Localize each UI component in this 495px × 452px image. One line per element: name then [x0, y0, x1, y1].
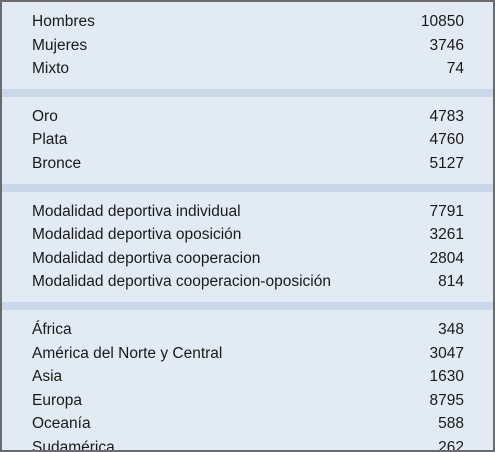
row-label: Oceanía	[32, 415, 91, 433]
row-group: África 348 América del Norte y Central 3047…	[2, 310, 493, 452]
row-value: 4783	[429, 107, 464, 125]
row-label: Bronce	[32, 154, 82, 172]
row-value: 10850	[420, 13, 464, 30]
table-row: Asia 1630	[2, 365, 493, 389]
row-value: 1630	[429, 368, 464, 386]
table-row: Modalidad deportiva cooperacion-oposició…	[2, 270, 493, 294]
row-value: 814	[438, 273, 464, 291]
table-row: África 348	[2, 318, 493, 342]
row-label: América del Norte y Central	[32, 344, 223, 362]
row-value: 3047	[429, 344, 464, 362]
row-label: Hombres	[32, 13, 95, 30]
row-value: 5127	[429, 154, 464, 172]
row-value: 3746	[429, 36, 464, 54]
table-row: Oro 4783	[2, 105, 493, 129]
row-label: Oro	[32, 107, 58, 125]
table-row: Modalidad deportiva individual 7791	[2, 200, 493, 224]
row-label: Modalidad deportiva cooperacion-oposició…	[32, 273, 331, 291]
row-group: Hombres 10850 Mujeres 3746 Mixto 74	[2, 2, 493, 89]
row-label: Plata	[32, 131, 68, 149]
row-label: Modalidad deportiva oposición	[32, 226, 242, 244]
row-group: Oro 4783 Plata 4760 Bronce 5127	[2, 96, 493, 184]
row-label: Modalidad deportiva cooperacion	[32, 249, 261, 267]
row-group: Modalidad deportiva individual 7791 Modali…	[2, 191, 493, 302]
table-row: Europa 8795	[2, 389, 493, 413]
table-row: América del Norte y Central 3047	[2, 342, 493, 366]
table-row: Modalidad deportiva cooperacion 2804	[2, 247, 493, 271]
table-row: Oceanía 588	[2, 412, 493, 436]
row-value: 8795	[429, 391, 464, 409]
row-label: Modalidad deportiva individual	[32, 202, 241, 220]
table-row: Modalidad deportiva oposición 3261	[2, 223, 493, 247]
table-row: Sudamérica 262	[2, 436, 493, 452]
row-label: Mujeres	[32, 36, 88, 54]
table-row: Plata 4760	[2, 128, 493, 152]
row-label: África	[32, 321, 72, 338]
row-value: 348	[438, 321, 464, 338]
row-value: 4760	[429, 131, 464, 149]
row-value: 7791	[429, 202, 464, 220]
row-label: Mixto	[32, 60, 70, 78]
table-row: Hombres 10850	[2, 10, 493, 34]
row-value: 2804	[429, 249, 464, 267]
table-row: Mujeres 3746	[2, 34, 493, 58]
row-value: 3261	[429, 226, 464, 244]
row-label: Asia	[32, 368, 63, 386]
row-label: Europa	[32, 391, 82, 409]
table-row: Mixto 74	[2, 57, 493, 81]
row-value: 262	[438, 439, 464, 452]
row-value: 588	[438, 415, 464, 433]
table-row: Bronce 5127	[2, 152, 493, 176]
row-value: 74	[446, 60, 464, 78]
row-label: Sudamérica	[32, 439, 115, 452]
